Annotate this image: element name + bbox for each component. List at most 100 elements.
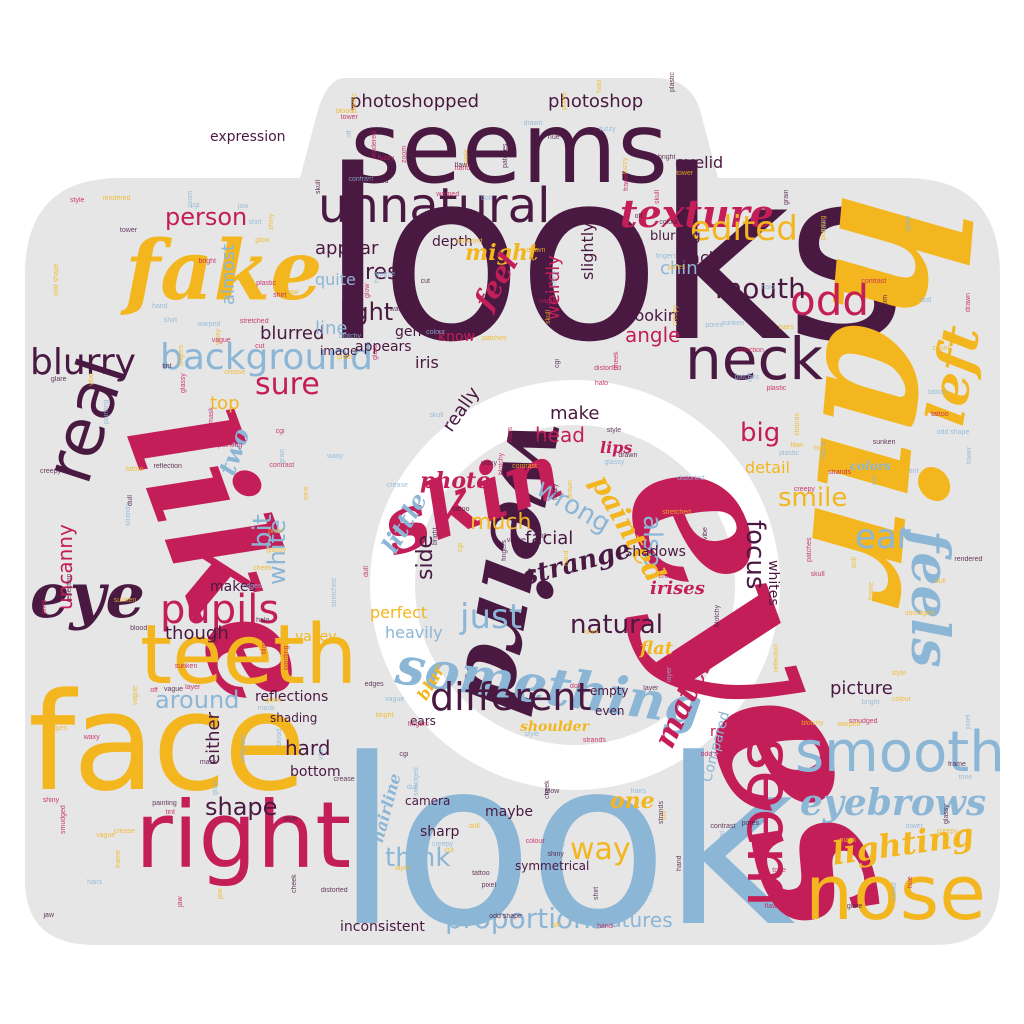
- filler-word: edges: [364, 681, 384, 689]
- filler-word: odd shape: [52, 263, 60, 297]
- filler-word: distorted: [594, 365, 621, 373]
- filler-word: fuzzy: [551, 483, 559, 500]
- filler-word: waxy: [83, 734, 100, 742]
- filler-word: cut: [444, 847, 454, 855]
- filler-word: pores: [561, 92, 569, 111]
- filler-word: rendered: [371, 130, 379, 159]
- filler-word: edges: [823, 889, 831, 909]
- filler-word: blotchy: [713, 604, 721, 627]
- filler-word: painting: [217, 442, 243, 450]
- filler-word: contrast: [710, 822, 736, 830]
- filler-word: vibe: [702, 527, 710, 541]
- filler-word: flaw: [764, 903, 778, 911]
- word-teeth: teeth: [140, 608, 358, 703]
- filler-word: shiny: [42, 796, 60, 804]
- filler-word: tone: [958, 774, 973, 782]
- filler-word: halo: [256, 617, 270, 625]
- filler-word: glassy: [943, 804, 951, 825]
- filler-word: tone: [302, 486, 310, 501]
- filler-word: sunken: [174, 662, 198, 670]
- filler-word: grain: [279, 448, 287, 464]
- word-pupils: pupils: [160, 587, 280, 633]
- word-shading: shading: [270, 711, 318, 725]
- filler-word: hand: [676, 855, 684, 871]
- filler-word: off: [346, 130, 354, 138]
- filler-word: tattoo: [472, 869, 490, 877]
- filler-word: glassy: [266, 546, 287, 554]
- filler-word: pores: [741, 819, 760, 827]
- filler-word: drawn: [523, 119, 543, 127]
- filler-word: frame: [948, 760, 966, 768]
- filler-word: vague: [96, 832, 116, 840]
- filler-word: colour: [659, 219, 679, 227]
- filler-word: glow: [255, 237, 270, 245]
- filler-word: hand: [597, 922, 613, 930]
- filler-word: blood: [260, 637, 268, 655]
- filler-word: smudged: [519, 437, 549, 445]
- filler-word: bright: [861, 699, 880, 707]
- filler-word: cgi: [456, 542, 464, 552]
- filler-word: shirt: [584, 629, 598, 637]
- word-odd: odd: [790, 276, 870, 325]
- word-ear: ear: [855, 517, 911, 557]
- filler-word: style: [524, 731, 539, 739]
- filler-word: blotchy: [338, 333, 362, 341]
- filler-word: warped: [389, 305, 413, 313]
- word-eyebrows: eyebrows: [800, 782, 987, 824]
- word-sharp: sharp: [420, 824, 460, 840]
- filler-word: odd shape: [936, 429, 970, 437]
- word-whites: whites: [765, 560, 781, 606]
- filler-word: pixel: [965, 714, 973, 729]
- filler-word: tint: [909, 467, 919, 475]
- filler-word: dull: [363, 566, 371, 578]
- word-even: even: [595, 704, 625, 718]
- filler-word: hand: [151, 302, 168, 310]
- filler-word: contrast: [512, 462, 537, 470]
- filler-word: cgi: [275, 427, 285, 435]
- filler-word: odd shape: [700, 751, 734, 759]
- word-reflections: reflections: [255, 689, 329, 705]
- filler-word: cgi: [399, 750, 409, 758]
- filler-word: zoom: [401, 146, 409, 164]
- filler-word: glare: [846, 903, 863, 911]
- word-shape: shape: [205, 793, 278, 821]
- filler-word: cut: [746, 373, 754, 383]
- filler-word: reflection: [153, 463, 182, 471]
- filler-word: odd shape: [489, 912, 522, 920]
- filler-word: crease: [113, 828, 135, 836]
- filler-word: drawn: [964, 293, 972, 313]
- filler-word: pixel: [268, 528, 283, 536]
- filler-word: dull: [406, 783, 418, 791]
- filler-word: cheek: [544, 780, 552, 799]
- filler-word: smudged: [60, 805, 68, 835]
- word-makes: makes: [210, 579, 256, 595]
- filler-word: cheek: [290, 874, 298, 894]
- filler-word: cut: [255, 343, 265, 351]
- filler-word: fingers: [530, 256, 538, 278]
- filler-word: layer: [185, 683, 201, 691]
- filler-word: reflection: [735, 346, 764, 354]
- filler-word: hairs: [87, 878, 103, 886]
- filler-word: painting: [102, 399, 110, 424]
- filler-word: hairs: [778, 324, 794, 332]
- filler-word: grain: [783, 189, 791, 205]
- filler-word: crease: [224, 368, 246, 376]
- word-photoshop: photoshop: [548, 91, 644, 112]
- filler-word: glare: [371, 344, 379, 360]
- filler-word: off: [552, 921, 561, 929]
- word-head: head: [535, 423, 585, 447]
- filler-word: tone: [404, 286, 412, 300]
- filler-word: patches: [481, 335, 507, 343]
- filler-word: distorted: [455, 238, 483, 246]
- filler-word: flaw: [790, 441, 803, 449]
- filler-word: layer: [665, 666, 673, 682]
- filler-word: halo: [648, 879, 656, 893]
- word-photoshopped: photoshopped: [350, 91, 480, 112]
- filler-word: rendered: [102, 194, 131, 202]
- filler-word: zoom: [932, 345, 950, 352]
- word-eye: eye: [30, 559, 145, 632]
- filler-word: doll: [850, 557, 858, 569]
- filler-word: blood: [130, 624, 148, 632]
- filler-word: bright: [198, 258, 216, 266]
